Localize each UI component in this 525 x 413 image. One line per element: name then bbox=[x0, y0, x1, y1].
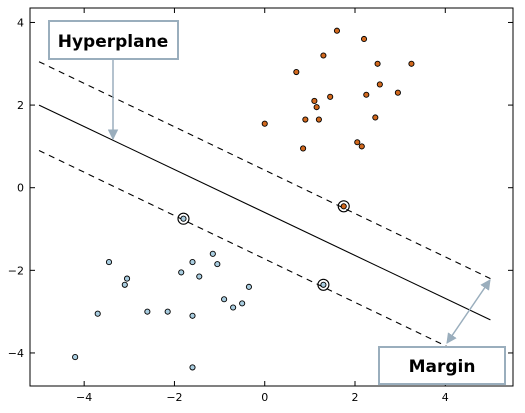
class-b-point bbox=[180, 215, 187, 222]
class-a-point bbox=[360, 35, 368, 43]
class-a-point bbox=[358, 143, 365, 150]
class-b-point bbox=[178, 269, 185, 276]
decision-lines bbox=[38, 61, 491, 368]
class-b-point bbox=[72, 354, 79, 361]
support-vector-ring bbox=[177, 212, 190, 225]
class-a-point bbox=[376, 81, 383, 88]
class-a-point bbox=[354, 139, 361, 146]
class-a-point bbox=[372, 114, 379, 121]
class-a-point bbox=[327, 93, 334, 100]
class-a-point bbox=[394, 89, 401, 96]
y-tick-label: 4 bbox=[17, 16, 24, 29]
y-tick-label: −4 bbox=[8, 347, 24, 360]
class-a-point bbox=[311, 97, 318, 105]
support-vectors bbox=[177, 200, 350, 291]
class-b-point bbox=[209, 250, 216, 257]
class-b-point bbox=[245, 283, 252, 290]
x-tick-label: −2 bbox=[166, 391, 182, 404]
class-b-point bbox=[164, 308, 171, 315]
class-a-point bbox=[302, 116, 309, 123]
support-vector-ring bbox=[317, 278, 330, 291]
x-tick-label: 4 bbox=[442, 391, 449, 404]
class-a-point bbox=[408, 60, 415, 67]
class-b-point bbox=[214, 261, 221, 268]
margin-label: Margin bbox=[409, 357, 476, 377]
class-a-point bbox=[320, 52, 327, 59]
margin-arrow bbox=[446, 279, 491, 344]
y-tick-label: −2 bbox=[8, 264, 24, 277]
hyperplane-callout-box bbox=[48, 20, 179, 60]
hyperplane-line bbox=[38, 104, 491, 321]
class-a-point bbox=[300, 145, 307, 152]
x-tick-label: 0 bbox=[261, 391, 268, 404]
class-a-point bbox=[340, 203, 347, 210]
class-a-point bbox=[363, 91, 370, 98]
y-axis: −4 −2 0 2 4 bbox=[8, 16, 513, 360]
margin-callout-box bbox=[378, 346, 506, 385]
class-b-point bbox=[239, 300, 246, 307]
class-a-point bbox=[261, 120, 268, 127]
x-tick-label: 2 bbox=[352, 391, 359, 404]
class-a-point bbox=[313, 104, 320, 111]
data-points bbox=[72, 27, 415, 371]
class-a-point bbox=[374, 60, 381, 67]
class-b-point bbox=[94, 310, 101, 317]
y-tick-label: 2 bbox=[17, 99, 24, 112]
class-b-point bbox=[196, 273, 203, 280]
class-b-point bbox=[189, 312, 196, 319]
plot-area bbox=[29, 7, 514, 387]
class-b-point bbox=[189, 364, 196, 371]
x-tick-label: −4 bbox=[76, 391, 92, 404]
class-b-point bbox=[121, 281, 128, 288]
y-tick-label: 0 bbox=[17, 182, 24, 195]
class-b-point bbox=[144, 308, 151, 315]
class-b-point bbox=[105, 259, 113, 266]
class-b-point bbox=[189, 259, 196, 266]
support-vector-ring bbox=[337, 200, 350, 213]
class-a-point bbox=[293, 68, 300, 76]
class-b-point bbox=[124, 275, 131, 282]
class-b-point bbox=[221, 296, 228, 303]
class-b-point bbox=[230, 304, 237, 311]
class-a-point bbox=[315, 116, 322, 123]
hyperplane-label: Hyperplane bbox=[58, 32, 169, 52]
class-a-point bbox=[333, 27, 341, 34]
class-b-point bbox=[320, 281, 327, 288]
